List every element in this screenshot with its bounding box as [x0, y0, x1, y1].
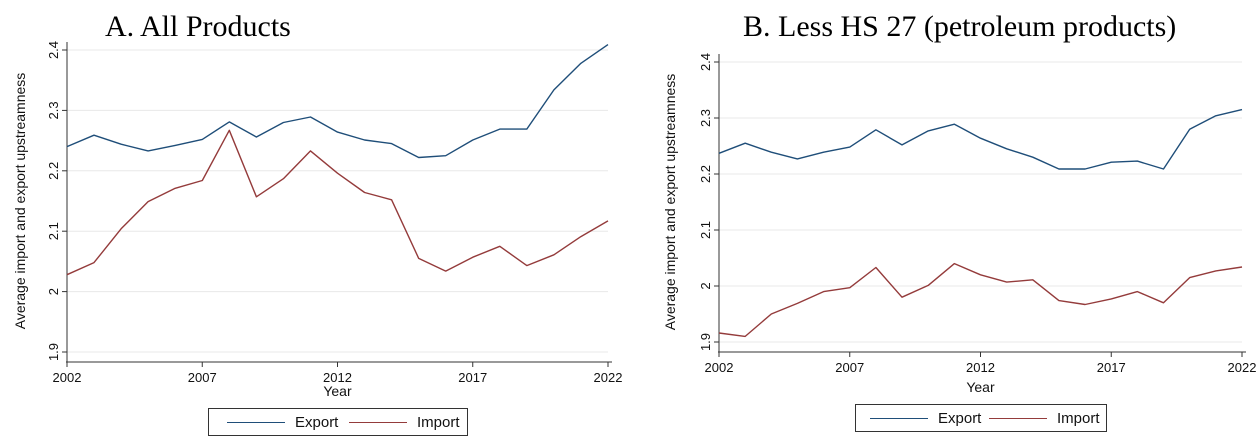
legend-item-export: Export	[227, 414, 338, 431]
legend-swatch	[989, 418, 1047, 419]
x-tick-label: 2007	[188, 370, 217, 385]
y-tick-label: 2.2	[698, 165, 713, 183]
x-tick-label: 2012	[966, 360, 995, 375]
y-tick-label: 2.3	[46, 101, 61, 119]
chart-legend: Export Import	[855, 404, 1107, 432]
legend-label: Export	[938, 410, 982, 427]
legend-label: Export	[295, 414, 339, 431]
series-line-export	[66, 44, 609, 159]
legend-label: Import	[417, 414, 460, 431]
chart-title: A. All Products	[105, 10, 291, 43]
x-axis-label: Year	[323, 383, 352, 399]
chart-plot: 1.9 2 2.1 2.2 2.3 2.4 2002 2007 2012 2017 2022 Year…	[662, 53, 1257, 395]
x-tick-label: 2002	[53, 370, 82, 385]
chart-legend: Export Import	[208, 408, 468, 436]
y-tick-label: 2	[698, 282, 713, 289]
x-tick-label: 2007	[835, 360, 864, 375]
legend-item-export: Export	[870, 410, 981, 427]
legend-label: Import	[1057, 410, 1100, 427]
legend-item-import: Import	[349, 414, 460, 431]
chart-panel-a: A. All Products 1.9 2 2.1 2.2 2.3 2.4 2002 2007…	[0, 0, 630, 436]
y-tick-label: 2.4	[46, 41, 61, 59]
legend-swatch	[349, 422, 407, 423]
y-axis-label: Average import and export upstreamness	[12, 73, 28, 330]
series-line-import	[718, 262, 1243, 338]
legend-item-import: Import	[989, 410, 1100, 427]
x-tick-label: 2002	[705, 360, 734, 375]
x-tick-label: 2017	[458, 370, 487, 385]
y-tick-label: 2.3	[698, 109, 713, 127]
x-tick-label: 2017	[1097, 360, 1126, 375]
x-tick-label: 2012	[323, 370, 352, 385]
series-line-import	[66, 129, 609, 276]
y-tick-label: 1.9	[698, 333, 713, 351]
y-tick-label: 1.9	[46, 343, 61, 361]
series-line-export	[718, 108, 1243, 170]
legend-swatch	[227, 422, 285, 423]
chart-plot: 1.9 2 2.1 2.2 2.3 2.4 2002 2007 2012 2017 2022 Year…	[12, 41, 623, 399]
y-tick-label: 2.1	[698, 221, 713, 239]
y-tick-label: 2.4	[698, 53, 713, 71]
y-tick-label: 2	[46, 288, 61, 295]
x-tick-label: 2022	[594, 370, 623, 385]
chart-panel-b: B. Less HS 27 (petroleum products) 1.9 2 2…	[630, 0, 1259, 433]
y-tick-label: 2.1	[46, 222, 61, 240]
x-axis-label: Year	[966, 379, 995, 395]
legend-swatch	[870, 418, 928, 419]
y-tick-label: 2.2	[46, 162, 61, 180]
chart-title: B. Less HS 27 (petroleum products)	[743, 10, 1177, 43]
x-tick-label: 2022	[1228, 360, 1257, 375]
y-axis-label: Average import and export upstreamness	[662, 74, 678, 331]
